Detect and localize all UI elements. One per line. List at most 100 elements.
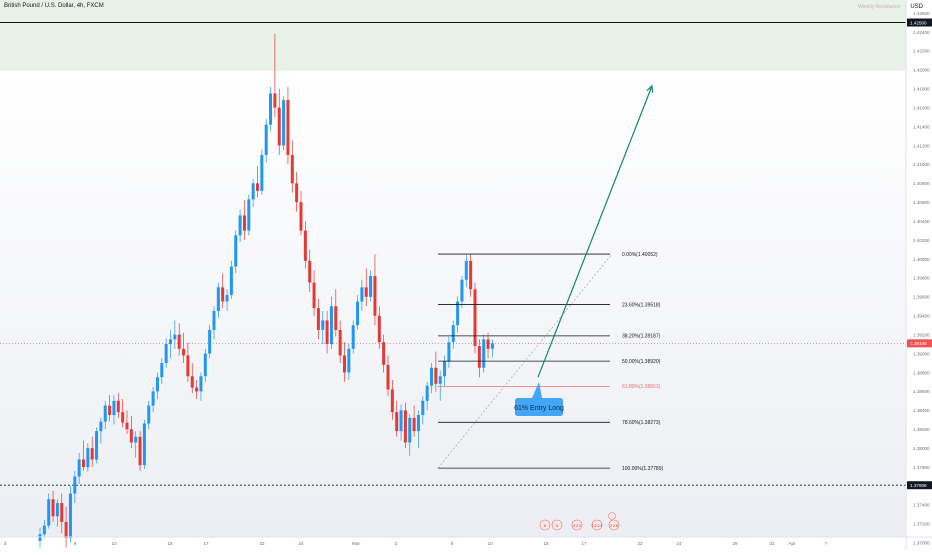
candle-body xyxy=(325,320,329,345)
candle-body xyxy=(290,154,294,184)
price-tick-label: 1.42600 xyxy=(913,11,930,16)
candle-body xyxy=(386,364,390,390)
candle-body xyxy=(403,410,407,443)
chart-background xyxy=(0,70,906,538)
price-tick-label: 1.39800 xyxy=(913,276,930,281)
price-tick-label: 1.39600 xyxy=(913,295,930,300)
candle-body xyxy=(430,367,433,386)
price-tick-label: 1.38200 xyxy=(913,427,930,432)
time-tick-label: 10 xyxy=(487,541,493,546)
candle-body xyxy=(256,183,259,191)
price-tick-label: 1.39200 xyxy=(913,332,930,337)
candle-body xyxy=(438,376,442,384)
candle-body xyxy=(112,400,116,416)
candle-body xyxy=(60,502,64,522)
candle-body xyxy=(416,415,420,432)
candle-body xyxy=(412,417,416,432)
candle-body xyxy=(55,502,59,517)
candle-body xyxy=(269,93,273,125)
fib-level-label: 78.60%(1.38273) xyxy=(622,420,661,426)
candle-body xyxy=(169,339,172,345)
candle-body xyxy=(73,476,77,494)
candle-body xyxy=(208,329,212,354)
event-marker-label: 6 xyxy=(556,524,558,528)
candle-body xyxy=(203,353,207,377)
fib-trend-line xyxy=(437,253,613,469)
candle-body xyxy=(68,493,72,538)
candle-body xyxy=(425,385,429,401)
price-tag xyxy=(907,339,932,348)
candle-body xyxy=(282,100,286,146)
time-tick-label: 17 xyxy=(581,541,587,546)
candle-body xyxy=(273,93,277,108)
candle-body xyxy=(390,389,394,413)
candle-body xyxy=(234,235,238,267)
price-tick-label: 1.38000 xyxy=(913,446,930,451)
price-tick-label: 1.40200 xyxy=(913,238,930,243)
candle-body xyxy=(343,355,346,373)
candle-body xyxy=(329,306,333,345)
candle-body xyxy=(155,377,159,392)
entry-callout xyxy=(515,382,563,416)
candle-body xyxy=(482,339,486,368)
time-tick-label: 15 xyxy=(543,541,549,546)
candle-body xyxy=(395,412,399,432)
event-marker xyxy=(608,512,616,520)
price-tick-label: 1.41600 xyxy=(913,105,930,110)
event-marker-label: 2 2 3 xyxy=(573,524,581,528)
price-tag-label: 1.39108 xyxy=(910,341,927,346)
candle-body xyxy=(142,423,146,466)
price-tick-label: 1.41200 xyxy=(913,143,930,148)
price-tick-label: 1.40600 xyxy=(913,200,930,205)
event-marker xyxy=(551,519,563,531)
time-tick-label: Mar xyxy=(352,541,360,546)
fib-level-label: 50.00%(1.38920) xyxy=(622,359,661,365)
price-tick-label: 1.41000 xyxy=(913,162,930,167)
candle-body xyxy=(151,391,155,406)
time-tick-label: 22 xyxy=(259,541,265,546)
candle-body xyxy=(238,215,242,236)
candle-body xyxy=(295,183,299,203)
price-tick-label: 1.37000 xyxy=(913,541,930,546)
candle-body xyxy=(408,417,412,443)
candle-body xyxy=(399,410,403,432)
candle-body xyxy=(338,329,342,356)
candle-body xyxy=(38,534,42,541)
candle-body xyxy=(116,400,120,413)
candle-body xyxy=(129,429,133,443)
entry-callout-label: 61% Entry Long xyxy=(514,405,564,412)
candle-body xyxy=(473,289,477,346)
time-tick-label: 10 xyxy=(111,541,117,546)
candle-body xyxy=(264,124,268,155)
time-tick-label: 2 xyxy=(395,541,398,546)
candle-body xyxy=(360,287,364,302)
event-marker xyxy=(539,519,551,531)
candle-body xyxy=(303,230,307,261)
time-tick-label: Apr xyxy=(788,541,796,546)
price-tick-label: 1.40800 xyxy=(913,181,930,186)
candle-body xyxy=(90,448,94,460)
time-tick-label: 24 xyxy=(298,541,304,546)
candle-body xyxy=(277,107,281,146)
candle-body xyxy=(299,202,303,231)
candle-body xyxy=(351,325,355,349)
price-tag-label: 1.42500 xyxy=(910,20,927,25)
event-marker xyxy=(571,519,583,531)
projection-arrow xyxy=(537,85,653,378)
time-tick-label: 17 xyxy=(203,541,209,546)
candle-body xyxy=(77,459,81,477)
price-tick-label: 1.42400 xyxy=(913,30,930,35)
candle-body xyxy=(173,334,177,340)
candle-body xyxy=(125,422,129,430)
price-tick-label: 1.42000 xyxy=(913,68,930,73)
candle-body xyxy=(182,348,186,356)
time-tick-label: 24 xyxy=(676,541,682,546)
candle-body xyxy=(164,344,168,364)
price-tick-label: 1.39400 xyxy=(913,314,930,319)
candle-body xyxy=(138,436,142,466)
candle-body xyxy=(451,325,455,343)
candle-body xyxy=(347,348,351,373)
candle-body xyxy=(377,315,381,343)
